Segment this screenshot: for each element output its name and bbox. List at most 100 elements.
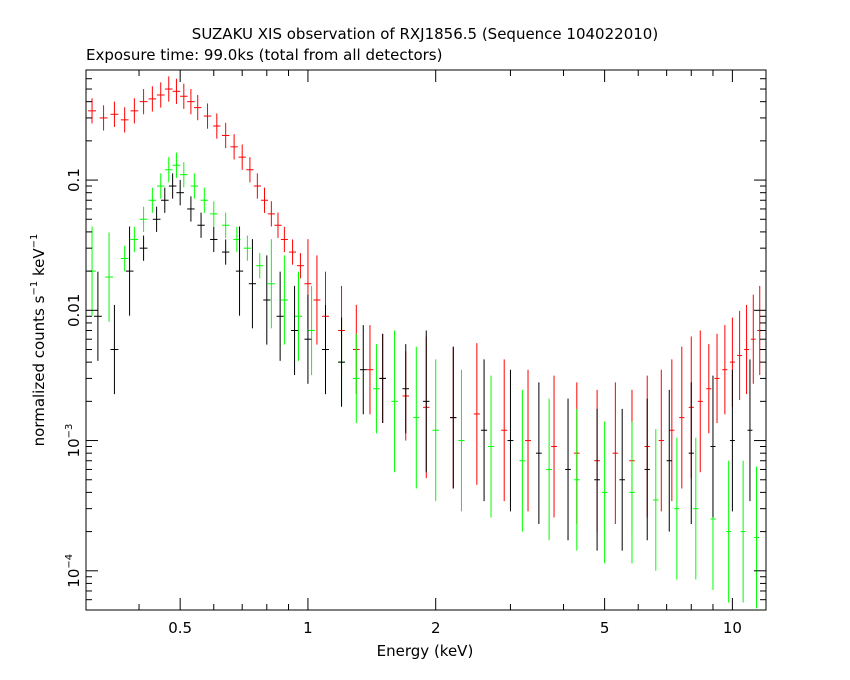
y-axis-label-mid: keV (30, 248, 48, 281)
data-point (130, 98, 139, 124)
data-point (658, 369, 664, 512)
data-point (413, 346, 420, 489)
data-point (274, 212, 282, 238)
data-point (200, 187, 209, 213)
data-point (221, 122, 230, 149)
data-point (260, 187, 269, 213)
data-point (180, 83, 188, 109)
x-tick-label: 2 (431, 619, 441, 637)
data-point (322, 304, 329, 395)
data-point (246, 157, 254, 183)
data-point (193, 94, 202, 121)
data-point (619, 408, 625, 551)
series-layer (88, 76, 763, 609)
data-point (750, 294, 756, 384)
data-point (235, 226, 244, 316)
data-point (160, 187, 169, 213)
data-point (210, 201, 218, 227)
plot-frame (85, 69, 767, 611)
data-point (693, 437, 699, 580)
data-point (110, 101, 119, 127)
data-point (601, 421, 608, 564)
y-axis-label-sup2: −1 (29, 234, 40, 249)
data-point (594, 408, 600, 551)
data-point (565, 398, 571, 541)
data-point (679, 346, 685, 489)
data-point (373, 344, 380, 434)
data-point (551, 375, 557, 518)
data-point (187, 89, 195, 115)
series-0 (88, 76, 763, 532)
data-point (402, 344, 409, 434)
x-axis-label: Energy (keV) (377, 642, 474, 660)
data-point (714, 333, 720, 424)
x-axis-ticks: 0.5 1 2 5 10 (85, 70, 742, 637)
x-tick-label: 0.5 (168, 619, 192, 637)
data-point (754, 466, 759, 609)
data-point (130, 226, 139, 253)
data-point (213, 113, 221, 139)
data-point (276, 271, 284, 361)
data-point (338, 317, 345, 407)
data-point (267, 239, 275, 329)
data-point (432, 359, 439, 502)
data-point (256, 253, 264, 279)
data-point (253, 173, 261, 199)
data-point (644, 398, 650, 541)
data-point (187, 196, 195, 222)
data-point (519, 389, 526, 532)
data-point (612, 382, 619, 525)
data-point (164, 157, 173, 183)
data-point (535, 382, 542, 525)
y-tick-label: 0.01 (65, 294, 83, 327)
data-point (653, 429, 659, 571)
data-point (501, 359, 508, 502)
data-point (263, 255, 271, 345)
data-point (740, 460, 746, 603)
data-point (737, 310, 743, 401)
data-point (243, 235, 252, 261)
data-point (110, 304, 119, 395)
data-point (391, 330, 398, 473)
data-point (706, 344, 712, 434)
data-point (458, 369, 465, 512)
data-point (366, 325, 374, 415)
data-point (352, 333, 360, 424)
data-point (139, 235, 148, 261)
data-point (573, 408, 580, 551)
data-point (221, 239, 230, 265)
data-point (308, 285, 316, 376)
y-axis-label-base: normalized counts s (30, 295, 48, 446)
data-point (93, 271, 102, 361)
data-point (139, 206, 148, 232)
data-point (238, 144, 246, 170)
data-point (674, 437, 680, 580)
data-point (296, 253, 304, 279)
data-point (669, 359, 675, 502)
data-point (210, 226, 218, 253)
data-point (172, 78, 181, 104)
data-point (747, 359, 753, 502)
data-point (525, 369, 531, 512)
data-point (379, 333, 386, 424)
series-2 (93, 173, 753, 551)
y-axis-label-sup1: −1 (29, 281, 40, 296)
data-point (629, 421, 635, 564)
data-point (722, 325, 728, 415)
chart-title: SUZAKU XIS observation of RXJ1856.5 (Seq… (192, 25, 658, 43)
y-axis-ticks: 0.1 0.01 10−3 10−4 (64, 78, 766, 611)
data-point (729, 369, 735, 512)
data-point (289, 239, 297, 265)
data-point (148, 86, 157, 112)
data-point (230, 134, 238, 160)
data-point (125, 226, 134, 316)
data-point (197, 212, 205, 238)
data-point (139, 89, 148, 115)
data-point (280, 255, 288, 345)
data-point (688, 382, 694, 525)
data-point (152, 206, 161, 232)
data-point (291, 285, 299, 376)
data-point (481, 359, 488, 502)
data-point (248, 239, 257, 329)
